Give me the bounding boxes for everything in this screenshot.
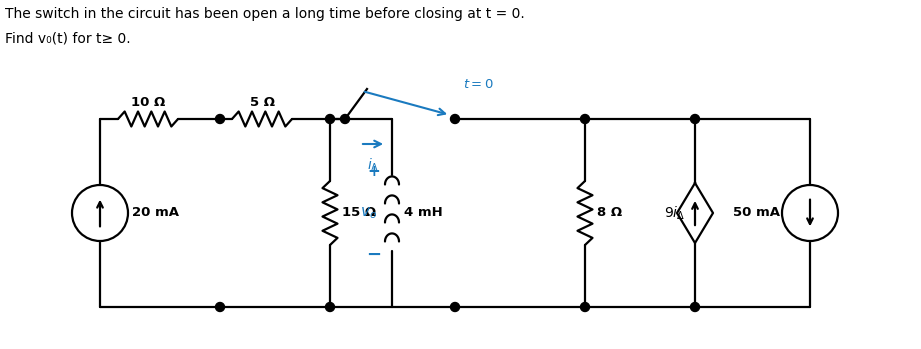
Circle shape: [450, 114, 460, 124]
Text: Find v₀(t) for t≥ 0.: Find v₀(t) for t≥ 0.: [5, 31, 131, 45]
Text: 50 mA: 50 mA: [733, 207, 780, 220]
Circle shape: [216, 303, 225, 312]
Text: $t = 0$: $t = 0$: [463, 78, 494, 91]
Text: 15 Ω: 15 Ω: [342, 207, 376, 220]
Circle shape: [325, 303, 334, 312]
Circle shape: [580, 303, 589, 312]
Circle shape: [325, 114, 334, 124]
Circle shape: [691, 303, 700, 312]
Circle shape: [216, 114, 225, 124]
Text: The switch in the circuit has been open a long time before closing at t = 0.: The switch in the circuit has been open …: [5, 7, 525, 21]
Text: 20 mA: 20 mA: [132, 207, 179, 220]
Text: $9i_\Delta$: $9i_\Delta$: [664, 204, 685, 222]
Text: 8 Ω: 8 Ω: [597, 207, 622, 220]
Text: 4 mH: 4 mH: [404, 207, 443, 220]
Circle shape: [450, 303, 460, 312]
Text: $i_\Delta$: $i_\Delta$: [367, 157, 379, 174]
Circle shape: [580, 114, 589, 124]
Circle shape: [341, 114, 349, 124]
Text: +: +: [367, 163, 380, 178]
Text: 5 Ω: 5 Ω: [250, 96, 274, 109]
Text: 10 Ω: 10 Ω: [131, 96, 165, 109]
Text: −: −: [367, 246, 381, 264]
Text: $v_o$: $v_o$: [360, 205, 378, 221]
Circle shape: [691, 114, 700, 124]
